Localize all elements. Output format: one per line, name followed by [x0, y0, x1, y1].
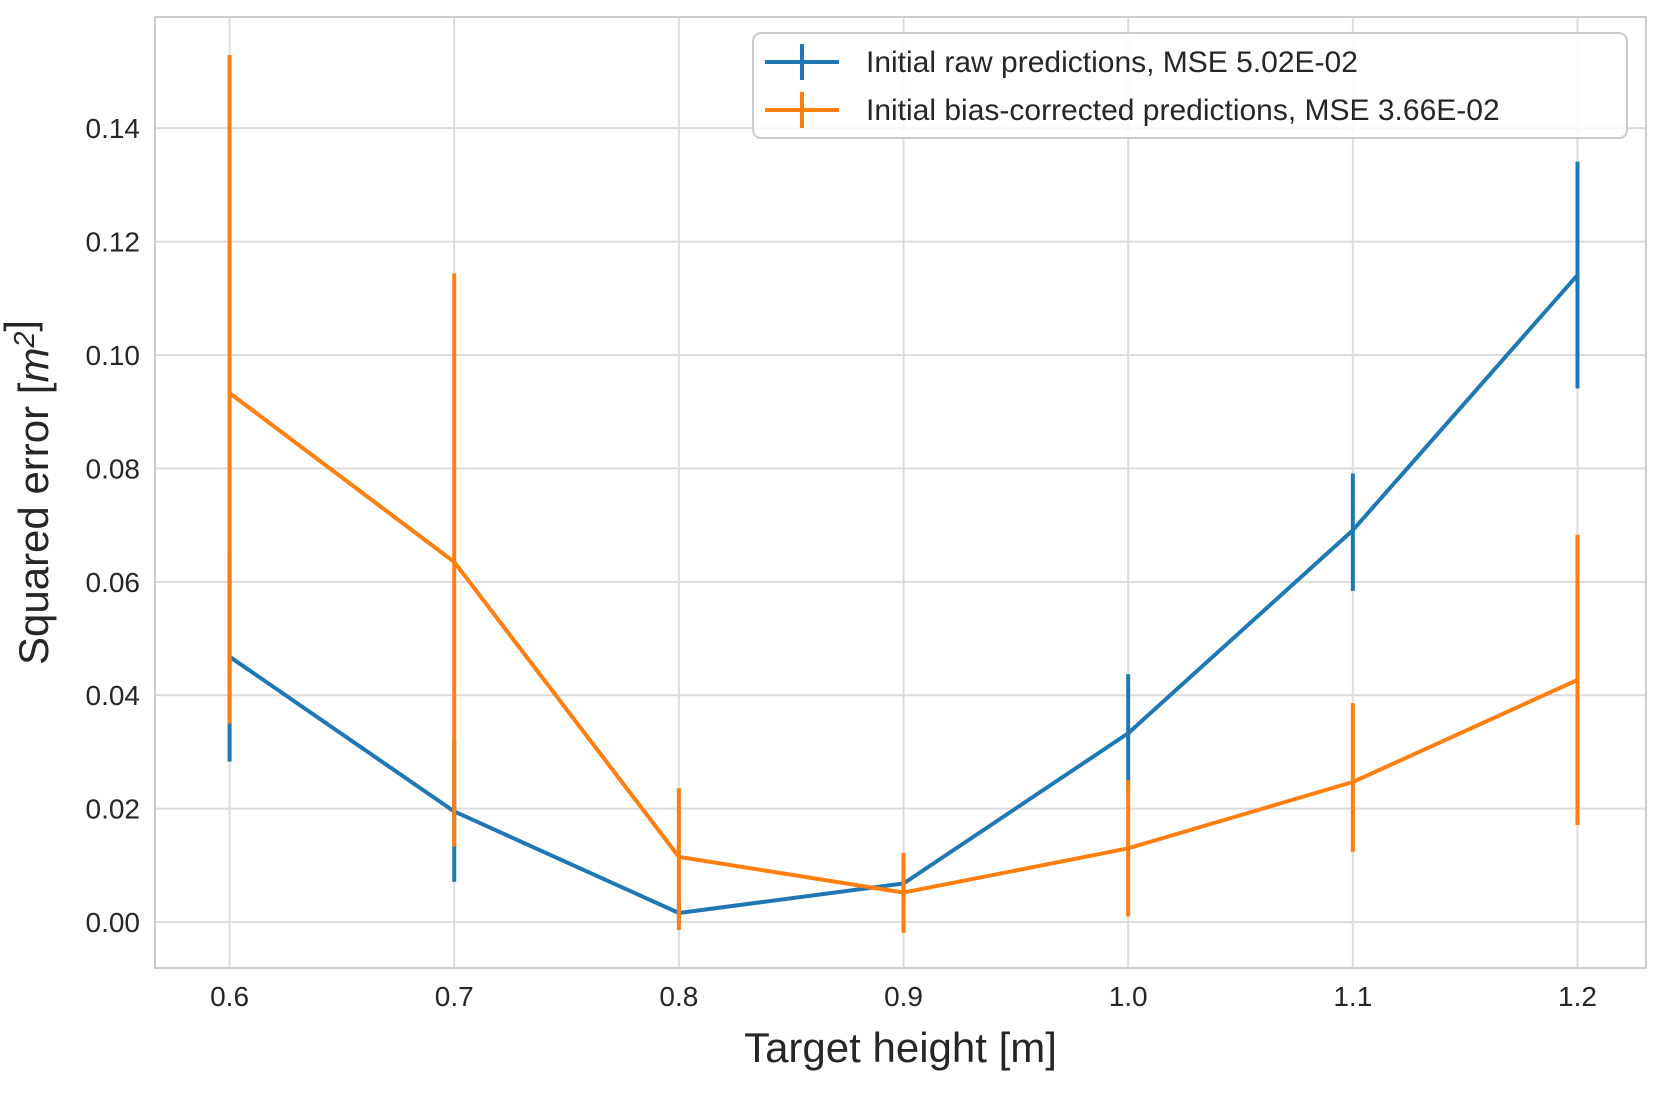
legend-label: Initial raw predictions, MSE 5.02E-02: [866, 46, 1358, 79]
x-tick-label: 0.9: [884, 981, 923, 1012]
x-tick-label: 1.1: [1333, 981, 1372, 1012]
x-tick-label: 1.0: [1109, 981, 1148, 1012]
y-axis-ticks: 0.00 0.02 0.04 0.06 0.08 0.10 0.12 0.14: [86, 113, 141, 938]
y-tick-label: 0.12: [86, 227, 141, 258]
y-tick-label: 0.14: [86, 113, 141, 144]
legend-item: Initial raw predictions, MSE 5.02E-02: [765, 44, 1358, 80]
legend-label: Initial bias-corrected predictions, MSE …: [866, 94, 1500, 127]
legend: Initial raw predictions, MSE 5.02E-02 Ini…: [752, 32, 1628, 139]
plot-border: [154, 16, 1647, 969]
legend-item: Initial bias-corrected predictions, MSE …: [765, 92, 1500, 128]
y-tick-label: 0.06: [86, 567, 141, 598]
y-tick-label: 0.00: [86, 907, 141, 938]
y-axis-label: Squared error [m2]: [0, 320, 57, 665]
legend-box: [752, 32, 1628, 139]
y-tick-label: 0.02: [86, 794, 141, 825]
x-tick-label: 0.6: [210, 981, 249, 1012]
y-tick-label: 0.08: [86, 453, 141, 484]
y-tick-label: 0.04: [86, 680, 141, 711]
x-axis-ticks: 0.6 0.7 0.8 0.9 1.0 1.1 1.2: [210, 981, 1597, 1012]
x-axis-label: Target height [m]: [744, 1024, 1057, 1071]
x-tick-label: 0.8: [659, 981, 698, 1012]
x-tick-label: 1.2: [1558, 981, 1597, 1012]
y-tick-label: 0.10: [86, 340, 141, 371]
series-1-line: [228, 391, 1579, 895]
x-tick-label: 0.7: [435, 981, 474, 1012]
